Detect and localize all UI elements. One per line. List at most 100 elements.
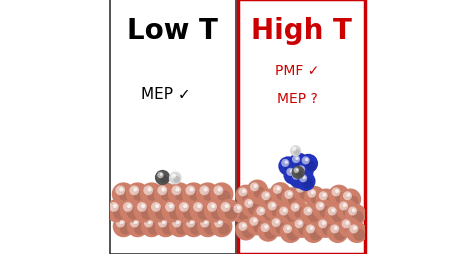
Circle shape bbox=[141, 216, 163, 237]
Circle shape bbox=[196, 183, 219, 206]
Circle shape bbox=[162, 223, 173, 235]
Circle shape bbox=[336, 199, 357, 220]
Circle shape bbox=[280, 222, 301, 243]
Circle shape bbox=[318, 219, 327, 228]
Circle shape bbox=[281, 187, 302, 209]
Circle shape bbox=[272, 206, 283, 218]
Circle shape bbox=[197, 207, 210, 220]
Circle shape bbox=[186, 219, 195, 228]
Circle shape bbox=[246, 214, 268, 235]
Circle shape bbox=[151, 202, 161, 212]
Circle shape bbox=[147, 190, 160, 203]
Circle shape bbox=[218, 220, 222, 224]
Circle shape bbox=[116, 219, 125, 228]
Circle shape bbox=[299, 154, 318, 173]
Circle shape bbox=[133, 187, 137, 192]
Circle shape bbox=[272, 218, 281, 227]
Circle shape bbox=[272, 203, 275, 207]
Circle shape bbox=[261, 192, 270, 200]
Circle shape bbox=[230, 201, 252, 223]
Circle shape bbox=[346, 193, 350, 197]
Circle shape bbox=[154, 183, 177, 206]
Circle shape bbox=[322, 224, 334, 235]
Circle shape bbox=[343, 203, 346, 207]
Circle shape bbox=[172, 219, 181, 228]
Circle shape bbox=[295, 176, 306, 186]
Circle shape bbox=[283, 166, 303, 185]
Circle shape bbox=[307, 211, 319, 223]
Circle shape bbox=[258, 189, 280, 210]
Circle shape bbox=[168, 183, 191, 206]
Circle shape bbox=[284, 161, 288, 164]
Circle shape bbox=[295, 173, 299, 177]
Circle shape bbox=[134, 220, 137, 224]
Circle shape bbox=[261, 223, 270, 232]
Circle shape bbox=[352, 209, 356, 212]
Circle shape bbox=[343, 206, 355, 218]
Circle shape bbox=[134, 190, 146, 203]
Circle shape bbox=[242, 226, 254, 238]
Circle shape bbox=[160, 175, 168, 184]
Circle shape bbox=[281, 159, 289, 167]
Circle shape bbox=[352, 211, 364, 223]
Circle shape bbox=[172, 186, 181, 196]
Circle shape bbox=[176, 220, 180, 224]
Circle shape bbox=[293, 148, 296, 150]
Circle shape bbox=[289, 169, 309, 189]
Circle shape bbox=[157, 172, 164, 179]
Circle shape bbox=[322, 193, 326, 197]
Circle shape bbox=[319, 192, 328, 200]
Circle shape bbox=[288, 192, 292, 196]
Circle shape bbox=[294, 207, 306, 219]
Circle shape bbox=[115, 186, 125, 196]
Circle shape bbox=[165, 202, 175, 212]
Circle shape bbox=[307, 189, 316, 198]
Circle shape bbox=[254, 187, 265, 199]
Circle shape bbox=[113, 204, 117, 208]
Circle shape bbox=[302, 178, 313, 189]
Bar bbox=[238, 0, 365, 254]
Circle shape bbox=[207, 202, 217, 212]
Circle shape bbox=[286, 168, 294, 176]
Circle shape bbox=[303, 207, 312, 216]
Circle shape bbox=[211, 216, 232, 237]
Circle shape bbox=[325, 204, 346, 225]
Circle shape bbox=[242, 189, 246, 193]
Circle shape bbox=[127, 204, 131, 208]
Text: PMF ✓: PMF ✓ bbox=[275, 64, 319, 78]
Circle shape bbox=[283, 225, 292, 233]
Circle shape bbox=[331, 209, 335, 212]
Circle shape bbox=[141, 207, 154, 220]
Circle shape bbox=[241, 196, 263, 218]
Circle shape bbox=[319, 206, 331, 218]
Circle shape bbox=[126, 183, 149, 206]
Circle shape bbox=[292, 155, 300, 164]
Circle shape bbox=[276, 204, 298, 225]
Circle shape bbox=[294, 205, 298, 209]
Circle shape bbox=[203, 190, 217, 203]
Circle shape bbox=[238, 188, 247, 197]
Circle shape bbox=[233, 204, 242, 213]
Circle shape bbox=[300, 188, 311, 200]
Circle shape bbox=[311, 193, 323, 205]
Circle shape bbox=[119, 187, 124, 192]
Circle shape bbox=[254, 184, 257, 188]
Circle shape bbox=[304, 186, 326, 208]
Circle shape bbox=[302, 176, 306, 180]
Circle shape bbox=[214, 219, 223, 228]
Circle shape bbox=[290, 172, 301, 183]
Circle shape bbox=[119, 190, 132, 203]
Circle shape bbox=[316, 189, 337, 210]
Circle shape bbox=[137, 202, 147, 212]
Circle shape bbox=[346, 224, 357, 235]
Circle shape bbox=[331, 188, 340, 197]
Circle shape bbox=[147, 187, 152, 192]
Circle shape bbox=[134, 199, 157, 223]
Circle shape bbox=[339, 202, 348, 211]
Circle shape bbox=[213, 186, 223, 196]
Circle shape bbox=[155, 170, 170, 185]
Circle shape bbox=[322, 221, 326, 225]
Circle shape bbox=[296, 170, 303, 178]
Circle shape bbox=[175, 190, 189, 203]
Circle shape bbox=[157, 186, 167, 196]
